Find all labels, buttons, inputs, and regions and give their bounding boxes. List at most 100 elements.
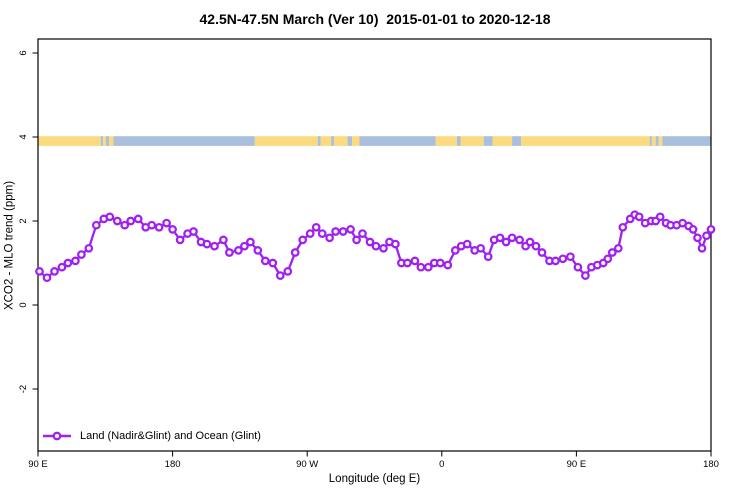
surface-band-segment-ocean	[649, 136, 652, 146]
surface-band-segment-land	[460, 136, 484, 146]
data-point	[416, 262, 426, 272]
data-point	[210, 241, 219, 251]
surface-band-segment-land	[254, 136, 318, 146]
x-tick-label: 90 E	[567, 459, 587, 470]
data-point	[531, 241, 541, 251]
data-point	[551, 256, 560, 266]
data-point	[607, 248, 617, 257]
legend-label: Land (Nadir&Glint) and Ocean (Glint)	[80, 430, 261, 442]
data-point	[525, 237, 535, 247]
surface-band-segment-ocean	[512, 136, 522, 146]
data-point	[688, 225, 698, 234]
surface-band-segment-land	[435, 136, 457, 146]
data-point	[225, 248, 234, 257]
data-point	[581, 271, 590, 280]
data-point	[260, 256, 270, 266]
data-point	[219, 235, 228, 245]
data-point	[50, 267, 59, 276]
data-point	[126, 216, 136, 226]
x-axis-title: Longitude (deg E)	[328, 473, 421, 485]
surface-band-segment-land	[320, 136, 332, 146]
y-tick-label: 2	[18, 218, 29, 223]
x-tick-label: 0	[439, 459, 444, 470]
data-point	[706, 225, 716, 234]
data-point	[423, 262, 433, 272]
surface-band-segment-land	[103, 136, 107, 146]
data-point	[246, 237, 255, 247]
surface-band-segment-ocean	[331, 136, 335, 146]
x-tick-label: 180	[703, 459, 719, 470]
y-tick-label: 6	[18, 50, 29, 55]
surface-band-segment-land	[651, 136, 656, 146]
data-point	[507, 233, 517, 243]
surface-band-segment-land	[109, 136, 114, 146]
surface-band-segment-land	[38, 136, 101, 146]
data-point	[495, 233, 505, 243]
data-point	[331, 227, 340, 236]
y-tick-label: 0	[18, 302, 29, 307]
data-point	[120, 220, 130, 230]
data-point	[379, 243, 388, 253]
y-tick-label: 4	[18, 134, 29, 139]
data-point	[697, 243, 707, 253]
data-point	[443, 260, 453, 270]
data-point	[352, 235, 361, 245]
data-point	[655, 212, 665, 222]
data-point	[603, 254, 613, 264]
data-point	[268, 258, 278, 268]
data-point	[476, 243, 486, 253]
plot-frame	[37, 38, 712, 452]
data-point	[162, 218, 171, 228]
data-point	[275, 271, 285, 280]
data-point	[175, 235, 185, 245]
data-point	[483, 252, 493, 262]
data-point	[311, 222, 321, 232]
legend-marker-icon	[43, 431, 71, 441]
surface-band-segment-ocean	[100, 136, 103, 146]
surface-band-segment-ocean	[359, 136, 436, 146]
data-point	[298, 235, 308, 245]
surface-band-segment-ocean	[347, 136, 353, 146]
data-point	[283, 267, 293, 276]
surface-band-segment-land	[492, 136, 512, 146]
data-point	[35, 267, 44, 276]
data-point	[634, 212, 644, 222]
data-point	[77, 250, 86, 259]
data-point	[573, 262, 583, 272]
data-point	[290, 248, 300, 257]
data-point	[63, 258, 73, 268]
data-point	[365, 237, 375, 247]
data-point	[253, 246, 263, 255]
data-point	[189, 227, 198, 236]
surface-band-segment-ocean	[655, 136, 659, 146]
surface-band-segment-ocean	[483, 136, 493, 146]
surface-band-segment-ocean	[113, 136, 255, 146]
data-point	[133, 214, 143, 224]
data-point	[325, 233, 334, 243]
data-point	[338, 227, 348, 236]
y-tick-label: -2	[18, 385, 29, 393]
chart-title: 42.5N-47.5N March (Ver 10) 2015-01-01 to…	[199, 11, 551, 27]
surface-band-segment-ocean	[317, 136, 321, 146]
data-point	[112, 216, 122, 226]
surface-band-segment-ocean	[662, 136, 711, 146]
data-point	[71, 256, 80, 266]
x-tick-label: 180	[165, 459, 181, 470]
data-point	[566, 252, 575, 262]
data-point	[403, 258, 412, 268]
data-point	[618, 222, 628, 232]
data-point	[371, 241, 381, 251]
data-point	[91, 220, 101, 230]
data-point	[346, 225, 355, 234]
data-point	[410, 256, 420, 266]
surface-band-segment-ocean	[106, 136, 109, 146]
surface-band-segment-ocean	[456, 136, 461, 146]
x-tick-label: 90 W	[296, 459, 318, 470]
data-point	[435, 258, 445, 268]
data-point	[84, 243, 94, 253]
data-point	[501, 237, 511, 247]
surface-band-segment-land	[521, 136, 650, 146]
surface-band-segment-land	[334, 136, 348, 146]
data-point	[391, 239, 400, 249]
